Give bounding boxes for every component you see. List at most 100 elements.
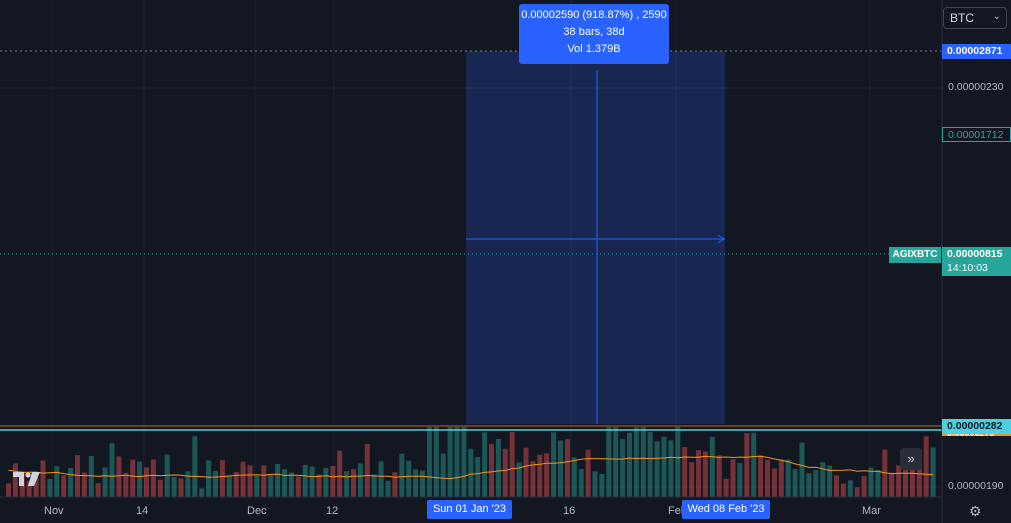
- volume-bar: [737, 462, 743, 497]
- volume-bar: [799, 442, 805, 497]
- ema-price-tag: 0.00001712: [942, 127, 1011, 142]
- volume-bar: [896, 465, 902, 497]
- measure-range-box: [466, 51, 725, 424]
- volume-bar: [723, 478, 729, 497]
- volume-bar: [213, 470, 218, 497]
- time-tick-label: Wed 08 Feb '23: [682, 500, 770, 519]
- volume-bar: [12, 463, 18, 497]
- volume-bar: [627, 432, 632, 497]
- time-tick-label: Nov: [44, 505, 64, 517]
- volume-bar: [206, 460, 212, 497]
- volume-bar: [68, 468, 74, 497]
- price-tick-label: 0.00000230: [948, 81, 1004, 93]
- volume-bar: [378, 461, 384, 497]
- base-price-tag: 0.00000282: [942, 419, 1011, 434]
- symbol-select-value: BTC: [950, 11, 974, 25]
- volume-bar: [834, 475, 839, 497]
- volume-bar: [709, 436, 715, 497]
- volume-bar: [164, 454, 170, 497]
- volume-bar: [247, 465, 253, 497]
- symbol-name-tag: AGIXBTC: [889, 247, 941, 263]
- volume-bar: [730, 459, 736, 497]
- volume-bar: [537, 454, 543, 497]
- volume-bar: [295, 476, 301, 497]
- volume-bar: [785, 459, 791, 497]
- volume-bar: [440, 453, 446, 497]
- volume-bar: [240, 461, 246, 497]
- volume-bar: [75, 455, 80, 497]
- gear-icon[interactable]: ⚙: [969, 503, 982, 519]
- measure-change: 0.00002590 (918.87%) , 2590: [521, 9, 667, 21]
- volume-bar: [702, 451, 708, 497]
- measure-arrow-icon: [717, 234, 725, 244]
- volume-bars: [6, 427, 936, 497]
- volume-bar: [585, 449, 591, 497]
- volume-bar: [847, 480, 853, 497]
- volume-bar: [302, 465, 308, 497]
- volume-bar: [226, 476, 232, 497]
- volume-bar: [406, 460, 412, 497]
- volume-bar: [219, 460, 225, 497]
- volume-bar: [868, 467, 874, 497]
- time-tick-label: 14: [136, 505, 149, 517]
- measure-volume: Vol 1.379B: [567, 43, 621, 55]
- volume-bar: [716, 455, 722, 497]
- volume-bar: [758, 455, 764, 497]
- volume-bar: [447, 427, 453, 497]
- volume-bar: [316, 474, 322, 497]
- volume-bar: [778, 459, 784, 497]
- volume-bar: [468, 448, 474, 497]
- volume-bar: [475, 457, 481, 497]
- volume-bar: [233, 471, 239, 497]
- volume-bar: [489, 444, 494, 497]
- volume-bar: [765, 459, 770, 497]
- volume-bar: [157, 479, 163, 497]
- volume-bar: [696, 450, 701, 497]
- volume-bar: [61, 475, 67, 497]
- volume-bar: [420, 470, 425, 497]
- volume-bar: [564, 439, 570, 497]
- volume-bar: [399, 453, 405, 497]
- volume-bar: [640, 427, 646, 497]
- volume-bar: [33, 477, 39, 497]
- time-tick-label: Mar: [862, 505, 881, 517]
- volume-bar: [482, 432, 488, 497]
- volume-bar: [288, 472, 294, 497]
- volume-bar: [47, 478, 53, 497]
- volume-bar: [661, 436, 667, 497]
- volume-bar: [571, 457, 577, 497]
- volume-bar: [689, 462, 695, 497]
- volume-bar: [426, 427, 432, 497]
- volume-bar: [282, 469, 287, 497]
- volume-bar: [633, 427, 639, 497]
- volume-ma-line: [8, 455, 934, 480]
- volume-bar: [392, 472, 398, 497]
- volume-bar: [261, 465, 267, 497]
- tradingview-logo-icon: [13, 472, 40, 486]
- volume-bar: [171, 476, 177, 497]
- volume-bar: [178, 478, 184, 497]
- volume-bar: [130, 459, 136, 497]
- volume-bar: [6, 483, 11, 497]
- volume-bar: [199, 488, 205, 497]
- volume-bar: [923, 436, 929, 497]
- time-tick-label: Dec: [247, 505, 267, 517]
- volume-bar: [150, 459, 156, 497]
- volume-bar: [682, 446, 688, 497]
- high-price-tag: 0.00002871: [942, 44, 1011, 59]
- volume-bar: [654, 441, 660, 497]
- volume-bar: [523, 447, 529, 497]
- volume-bar: [840, 483, 846, 497]
- volume-bar: [95, 483, 101, 497]
- volume-bar: [744, 433, 750, 497]
- volume-bar: [751, 432, 757, 497]
- volume-bar: [309, 466, 315, 497]
- volume-bar: [144, 467, 149, 497]
- double-chevron-right-icon[interactable]: »: [900, 448, 922, 470]
- symbol-select[interactable]: BTC ⌄: [943, 7, 1007, 29]
- volume-bar: [620, 439, 626, 497]
- volume-bar: [81, 472, 87, 497]
- volume-bar: [599, 474, 605, 497]
